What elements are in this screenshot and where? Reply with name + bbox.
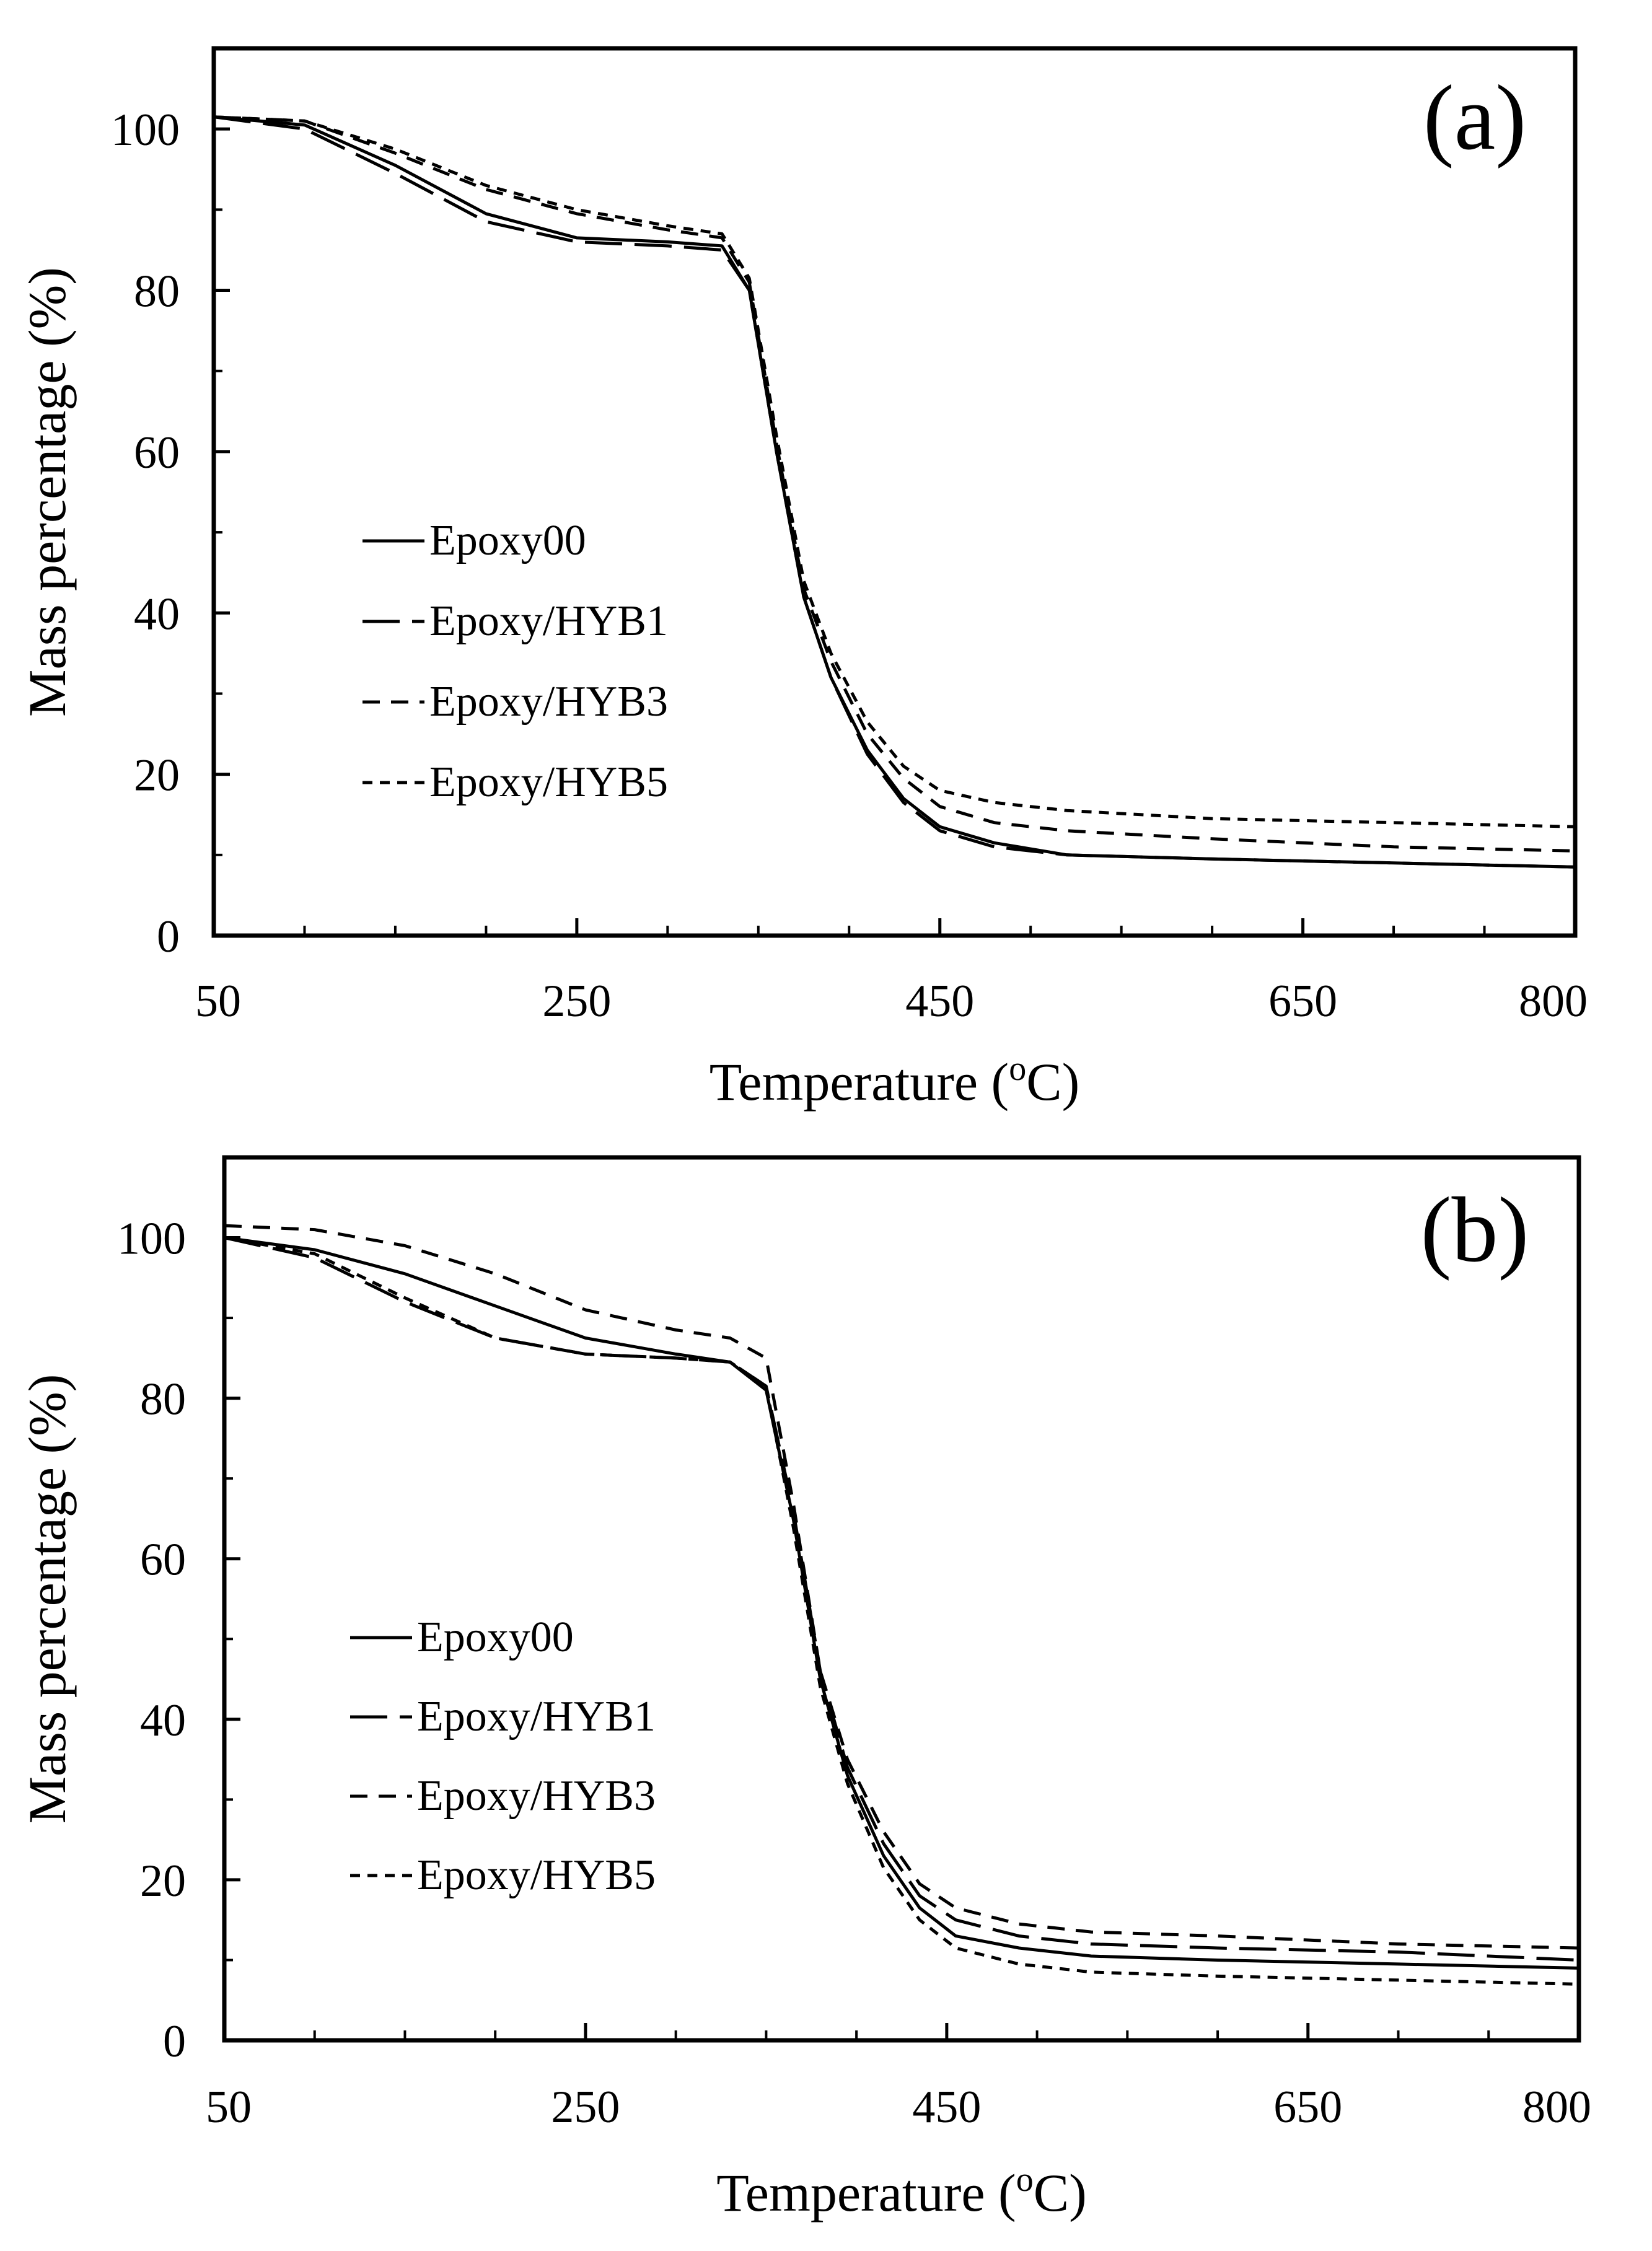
legend: Epoxy00 Epoxy/HYB1 Epoxy/HYB3 Epoxy/HYB5 [362, 517, 668, 806]
x-tick-label: 800 [1522, 2082, 1591, 2133]
series-line-epoxy-hyb3 [224, 1224, 1580, 1950]
series-line-epoxy-hyb3 [213, 115, 1576, 853]
chart-panel-a: 0 20 40 60 80 100 50 250 450 650 800 Temperature (o… [17, 46, 1588, 1112]
y-tick-label: 0 [163, 2016, 186, 2067]
x-tick-label: 250 [542, 976, 611, 1027]
x-axis-title: Temperature (oC) [716, 2161, 1086, 2222]
x-axis-title-unit: C) [1026, 1052, 1079, 1112]
y-axis-title: Mass percentage (%) [17, 267, 77, 717]
y-tick-label: 80 [134, 266, 180, 317]
legend-label: Epoxy00 [417, 1613, 574, 1661]
legend-label: Epoxy/HYB1 [429, 597, 668, 645]
x-axis-title-text: Temperature ( [716, 2163, 1016, 2222]
x-tick-label: 50 [206, 2082, 252, 2133]
panel-label: (a) [1423, 66, 1526, 169]
series-line-epoxy-hyb1 [213, 115, 1576, 869]
y-tick-label: 100 [117, 1214, 186, 1265]
legend-label: Epoxy/HYB3 [417, 1772, 656, 1820]
y-tick-label: 60 [134, 428, 180, 478]
legend-label: Epoxy/HYB5 [429, 758, 668, 806]
x-axis-title-sup: o [1009, 1050, 1026, 1088]
legend: Epoxy00 Epoxy/HYB1 Epoxy/HYB3 Epoxy/HYB5 [350, 1613, 656, 1899]
legend-label: Epoxy/HYB3 [429, 678, 668, 726]
chart-panel-b: 0 20 40 60 80 100 50 250 450 650 800 Temperature (o… [17, 1155, 1591, 2222]
x-axis-title-sup: o [1016, 2161, 1034, 2199]
y-tick-label: 20 [134, 750, 180, 801]
series-line-epoxy-hyb5 [213, 115, 1576, 828]
x-tick-label: 50 [195, 976, 241, 1027]
y-tick-label: 40 [140, 1695, 186, 1746]
series-line-epoxy-hyb1 [224, 1236, 1580, 1962]
x-tick-label: 250 [551, 2082, 620, 2133]
y-tick-label: 40 [134, 589, 180, 639]
y-tick-label: 100 [111, 105, 180, 156]
x-tick-label: 800 [1519, 976, 1588, 1027]
legend-label: Epoxy00 [429, 517, 586, 564]
legend-label: Epoxy/HYB1 [417, 1693, 656, 1740]
x-tick-label: 450 [905, 976, 974, 1027]
y-axis-title: Mass percentage (%) [17, 1374, 77, 1824]
x-axis-title-unit: C) [1034, 2163, 1087, 2222]
plot-frame [211, 46, 1578, 938]
x-tick-label: 650 [1273, 2082, 1342, 2133]
y-tick-label: 20 [140, 1856, 186, 1907]
x-tick-label: 650 [1268, 976, 1337, 1027]
y-tick-label: 0 [157, 911, 180, 962]
x-axis-title-text: Temperature ( [710, 1052, 1009, 1112]
plot-frame [222, 1155, 1581, 2043]
x-tick-label: 450 [912, 2082, 981, 2133]
x-axis-title: Temperature (oC) [710, 1050, 1079, 1112]
panel-label: (b) [1421, 1178, 1529, 1281]
y-tick-label: 80 [140, 1374, 186, 1425]
series-line-epoxy-hyb5 [224, 1236, 1580, 1986]
legend-label: Epoxy/HYB5 [417, 1851, 656, 1899]
y-tick-label: 60 [140, 1535, 186, 1586]
